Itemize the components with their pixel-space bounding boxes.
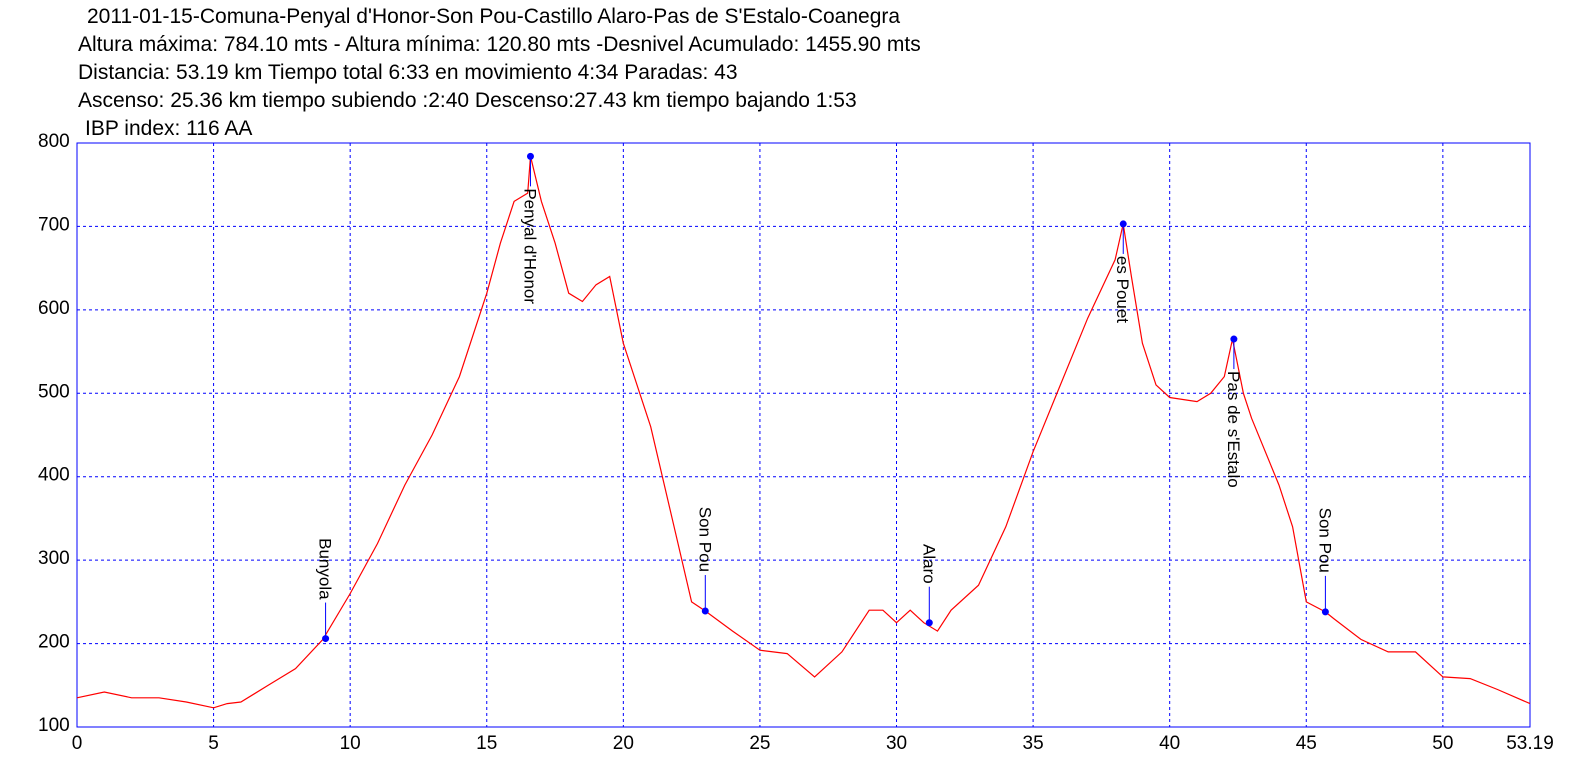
waypoint-label: Pas de s'Estalo	[1224, 371, 1243, 488]
x-tick-label: 0	[72, 733, 83, 754]
waypoint	[1119, 220, 1127, 228]
waypoint-label: es Pouet	[1113, 256, 1132, 323]
x-tick-label: 53.19	[1506, 733, 1554, 754]
elevation-line	[76, 156, 1531, 709]
waypoint-label: Bunyola	[316, 538, 335, 600]
x-tick-label: 40	[1159, 733, 1180, 754]
y-tick-label: 500	[38, 381, 70, 402]
y-tick-label: 700	[38, 214, 70, 235]
y-tick-label: 100	[38, 715, 70, 736]
subtitle: Ascenso: 25.36 km tiempo subiendo :2:40 …	[78, 89, 857, 112]
waypoint	[1230, 335, 1238, 343]
waypoint-label: Alaro	[919, 544, 938, 584]
x-tick-label: 5	[208, 733, 219, 754]
x-tick-label: 45	[1296, 733, 1317, 754]
waypoint	[322, 635, 330, 643]
waypoint-label: Son Pou	[695, 507, 714, 572]
waypoint-label: Son Pou	[1315, 508, 1334, 573]
waypoint	[1321, 608, 1329, 616]
y-tick-label: 200	[38, 632, 70, 653]
subtitle: Altura máxima: 784.10 mts - Altura mínim…	[78, 33, 921, 56]
x-tick-label: 10	[340, 733, 361, 754]
y-tick-label: 600	[38, 298, 70, 319]
subtitle: IBP index: 116 AA	[85, 117, 252, 140]
waypoint	[925, 619, 933, 627]
waypoint	[526, 152, 534, 160]
x-tick-label: 15	[476, 733, 497, 754]
subtitle: Distancia: 53.19 km Tiempo total 6:33 en…	[78, 61, 738, 84]
y-tick-label: 400	[38, 465, 70, 486]
waypoint	[701, 607, 709, 615]
x-tick-label: 30	[886, 733, 907, 754]
chart-title: 2011-01-15-Comuna-Penyal d'Honor-Son Pou…	[87, 5, 900, 28]
waypoint-label: Penyal d'Honor	[520, 188, 539, 304]
x-tick-label: 50	[1432, 733, 1453, 754]
x-tick-label: 20	[613, 733, 634, 754]
plot-frame	[76, 142, 1531, 728]
y-tick-label: 300	[38, 548, 70, 569]
x-tick-label: 25	[749, 733, 770, 754]
x-tick-label: 35	[1023, 733, 1044, 754]
y-tick-label: 800	[38, 131, 70, 152]
